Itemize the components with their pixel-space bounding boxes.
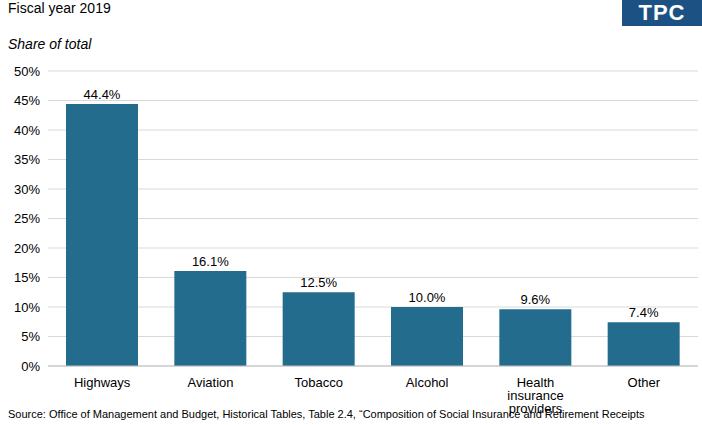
html-text:TPC: TPC — [638, 0, 686, 25]
svg-text:45%: 45% — [14, 93, 40, 108]
svg-text:50%: 50% — [14, 64, 40, 79]
svg-text:44.4%: 44.4% — [84, 87, 121, 102]
html-text:Fiscal year 2019: Fiscal year 2019 — [8, 0, 111, 16]
svg-text:0%: 0% — [21, 359, 40, 374]
html-text:Share of total: Share of total — [8, 36, 92, 52]
svg-text:40%: 40% — [14, 123, 40, 138]
svg-text:7.4%: 7.4% — [629, 305, 659, 320]
svg-text:12.5%: 12.5% — [300, 275, 337, 290]
svg-text:10.0%: 10.0% — [409, 290, 446, 305]
svg-text:Other: Other — [628, 375, 661, 390]
svg-text:Healthinsuranceproviders: Healthinsuranceproviders — [507, 375, 563, 416]
svg-text:16.1%: 16.1% — [192, 254, 229, 269]
svg-text:15%: 15% — [14, 270, 40, 285]
html-text:Source: Office of Management a: Source: Office of Management and Budget,… — [8, 408, 645, 420]
svg-text:20%: 20% — [14, 241, 40, 256]
svg-text:Aviation: Aviation — [187, 375, 233, 390]
svg-text:Alcohol: Alcohol — [406, 375, 449, 390]
svg-text:35%: 35% — [14, 152, 40, 167]
svg-text:5%: 5% — [21, 329, 40, 344]
svg-text:9.6%: 9.6% — [521, 292, 551, 307]
svg-text:Tobacco: Tobacco — [295, 375, 343, 390]
svg-text:25%: 25% — [14, 211, 40, 226]
svg-text:30%: 30% — [14, 182, 40, 197]
svg-text:10%: 10% — [14, 300, 40, 315]
svg-text:Highways: Highways — [74, 375, 131, 390]
